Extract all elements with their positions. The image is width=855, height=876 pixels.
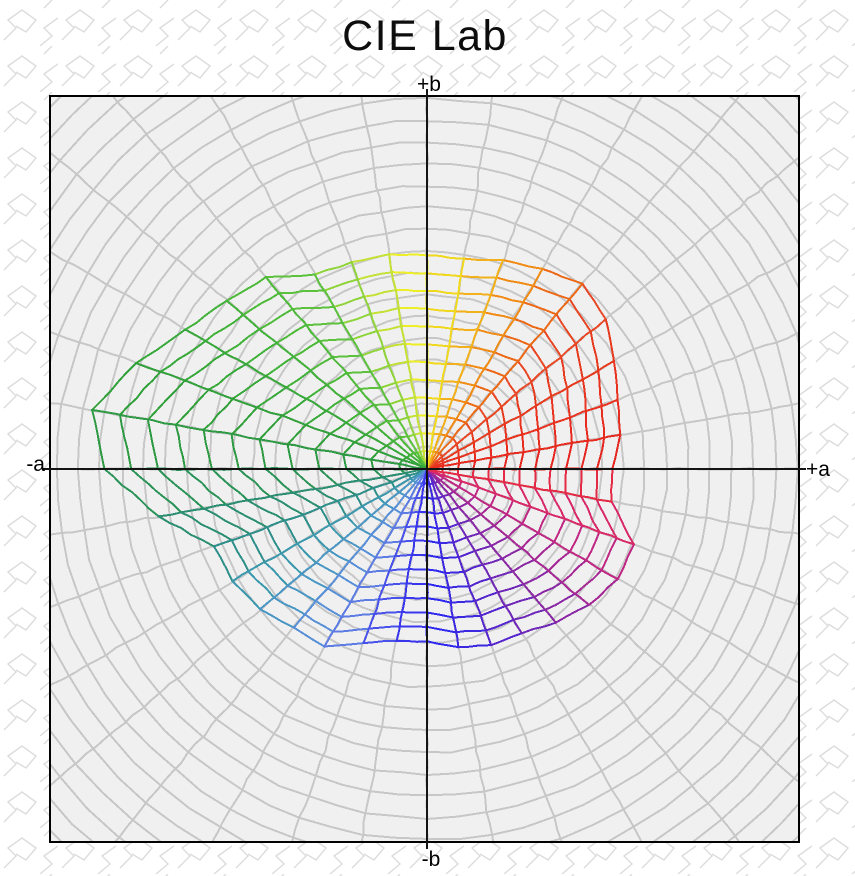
chart-title: CIE Lab: [342, 12, 508, 60]
axis-label-plus-a: +a: [806, 458, 830, 481]
axis-label-minus-a: -a: [26, 453, 45, 476]
gamut-mesh: [90, 253, 636, 649]
axis-label-plus-b: +b: [417, 73, 441, 96]
axis-label-minus-b: -b: [422, 848, 441, 871]
